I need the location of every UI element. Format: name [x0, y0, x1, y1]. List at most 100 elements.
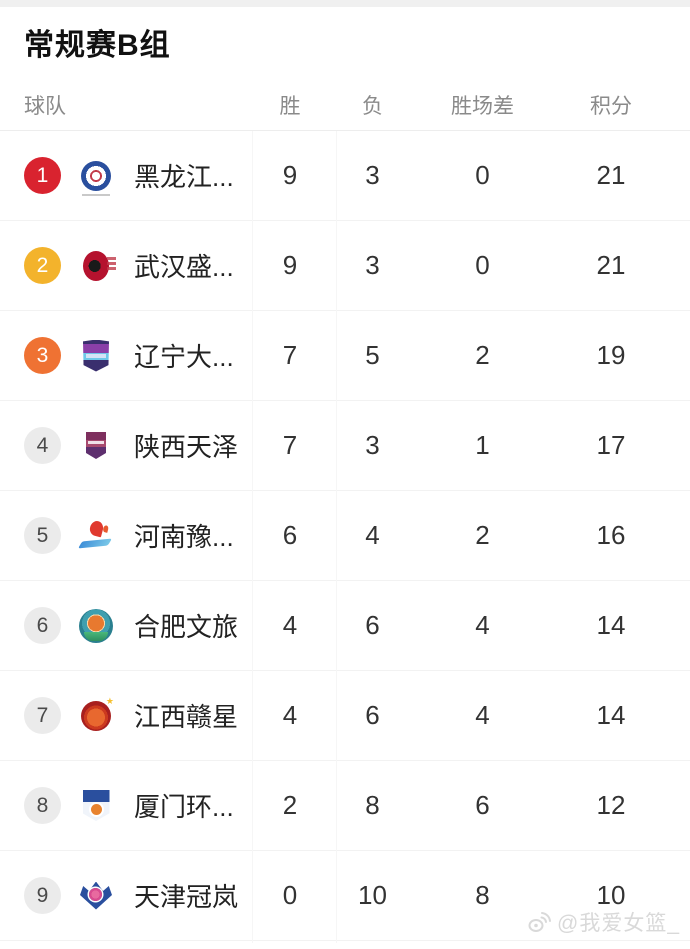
losses-value: 6 [365, 610, 380, 640]
table-row[interactable]: 9 天津冠岚 0 10 8 10 [0, 851, 690, 941]
points-value: 19 [596, 340, 626, 370]
wins-value: 4 [282, 610, 298, 640]
wins-value: 2 [282, 790, 298, 820]
table-header: 球队 胜 负 胜场差 积分 [0, 79, 690, 131]
liaoning-logo [78, 338, 114, 374]
rank-badge: 2 [24, 247, 61, 284]
table-row[interactable]: 4 陕西天泽 7 3 1 17 [0, 401, 690, 491]
column-header-team: 球队 [24, 94, 66, 118]
team-cell: 5 河南豫... [24, 517, 250, 554]
shaanxi-logo [78, 428, 114, 464]
rank-number: 2 [36, 253, 49, 277]
losses-value: 5 [365, 340, 380, 370]
wins-value: 6 [282, 520, 298, 550]
rank-number: 9 [36, 883, 49, 907]
rank-number: 6 [36, 613, 49, 637]
wins-value: 9 [282, 160, 298, 190]
team-name: 天津冠岚 [134, 882, 239, 912]
wins-value: 0 [282, 880, 298, 910]
table-row[interactable]: 7 江西赣星 4 6 4 14 [0, 671, 690, 761]
games-behind-value: 6 [475, 790, 490, 820]
column-header-wins: 胜 [279, 94, 301, 118]
losses-value: 3 [365, 430, 380, 460]
team-cell: 6 合肥文旅 [24, 607, 250, 644]
losses-value: 6 [365, 700, 380, 730]
team-cell: 2 武汉盛... [24, 247, 250, 284]
games-behind-value: 1 [475, 430, 490, 460]
team-cell: 1 黑龙江... [24, 157, 250, 196]
table-row[interactable]: 3 辽宁大... 7 5 2 19 [0, 311, 690, 401]
rank-number: 8 [36, 793, 49, 817]
rank-number: 5 [36, 523, 49, 547]
rank-badge: 6 [24, 607, 61, 644]
rank-badge: 1 [24, 157, 61, 194]
team-name: 合肥文旅 [134, 612, 239, 642]
column-header-points: 积分 [590, 94, 632, 118]
wins-value: 7 [282, 340, 298, 370]
rank-badge: 3 [24, 337, 61, 374]
top-edge-strip [0, 0, 690, 7]
tianjin-logo [78, 878, 114, 914]
team-cell: 8 厦门环... [24, 787, 250, 824]
team-cell: 3 辽宁大... [24, 337, 250, 374]
points-value: 16 [596, 520, 626, 550]
points-value: 12 [596, 790, 626, 820]
games-behind-value: 2 [475, 520, 490, 550]
points-value: 21 [596, 250, 626, 280]
weibo-icon [528, 912, 551, 932]
table-row[interactable]: 2 武汉盛... 9 3 0 21 [0, 221, 690, 311]
page-title: 常规赛B组 [24, 29, 171, 62]
team-cell: 9 天津冠岚 [24, 877, 250, 914]
losses-value: 3 [365, 160, 380, 190]
column-header-games-behind: 胜场差 [451, 94, 514, 118]
rank-number: 3 [36, 343, 49, 367]
games-behind-value: 2 [475, 340, 490, 370]
column-divider [336, 131, 337, 943]
wins-value: 4 [282, 700, 298, 730]
xiamen-logo [78, 788, 114, 824]
losses-value: 8 [365, 790, 380, 820]
points-value: 10 [596, 880, 626, 910]
rank-number: 4 [36, 433, 49, 457]
losses-value: 10 [358, 880, 387, 910]
rank-number: 7 [36, 703, 49, 727]
team-name: 江西赣星 [134, 702, 239, 732]
team-name: 河南豫... [134, 522, 234, 552]
points-value: 21 [596, 160, 626, 190]
losses-value: 4 [365, 520, 380, 550]
team-cell: 4 陕西天泽 [24, 427, 250, 464]
losses-value: 3 [365, 250, 380, 280]
points-value: 14 [596, 700, 626, 730]
table-row[interactable]: 6 合肥文旅 4 6 4 14 [0, 581, 690, 671]
team-name: 厦门环... [134, 792, 234, 822]
team-name: 辽宁大... [134, 342, 234, 372]
games-behind-value: 4 [475, 700, 490, 730]
rank-badge: 9 [24, 877, 61, 914]
column-header-losses: 负 [362, 94, 383, 118]
rank-badge: 8 [24, 787, 61, 824]
rank-badge: 7 [24, 697, 61, 734]
team-cell: 7 江西赣星 [24, 696, 250, 734]
games-behind-value: 8 [475, 880, 490, 910]
rank-badge: 5 [24, 517, 61, 554]
hefei-logo [78, 608, 114, 644]
games-behind-value: 0 [475, 160, 490, 190]
wins-value: 9 [282, 250, 298, 280]
wuhan-logo [78, 248, 116, 284]
points-value: 14 [596, 610, 626, 640]
rank-badge: 4 [24, 427, 61, 464]
rank-number: 1 [36, 163, 49, 187]
table-row[interactable]: 1 黑龙江... 9 3 0 21 [0, 131, 690, 221]
table-row[interactable]: 8 厦门环... 2 8 6 12 [0, 761, 690, 851]
games-behind-value: 0 [475, 250, 490, 280]
team-name: 陕西天泽 [134, 432, 239, 462]
team-name: 武汉盛... [134, 252, 234, 282]
watermark-text: @我爱女篮_ [557, 912, 680, 935]
jiangxi-logo [78, 696, 114, 734]
henan-logo [78, 518, 114, 554]
column-divider [252, 131, 253, 943]
watermark: @我爱女篮_ [527, 907, 680, 937]
games-behind-value: 4 [475, 610, 490, 640]
heilongjiang-logo [78, 158, 114, 196]
table-row[interactable]: 5 河南豫... 6 4 2 16 [0, 491, 690, 581]
